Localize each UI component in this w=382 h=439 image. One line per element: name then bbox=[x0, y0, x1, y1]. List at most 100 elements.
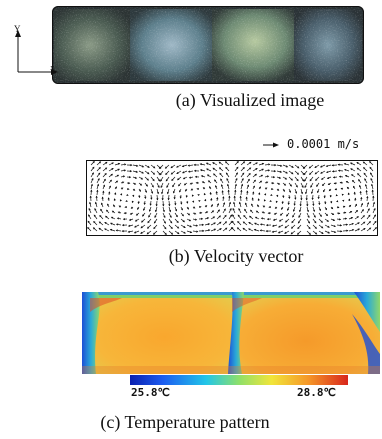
velocity-arrowhead bbox=[371, 183, 374, 186]
velocity-arrowhead bbox=[244, 208, 247, 211]
velocity-arrowhead bbox=[265, 224, 269, 227]
velocity-arrowhead bbox=[323, 196, 326, 199]
velocity-arrowhead bbox=[152, 232, 156, 235]
velocity-arrowhead bbox=[232, 214, 235, 217]
velocity-arrowhead bbox=[271, 224, 275, 227]
velocity-arrowhead bbox=[373, 207, 376, 211]
velocity-arrow bbox=[314, 170, 320, 175]
velocity-arrow bbox=[204, 229, 210, 232]
velocity-arrowhead bbox=[330, 201, 333, 204]
velocity-arrowhead bbox=[244, 202, 247, 205]
velocity-arrowhead bbox=[191, 194, 194, 197]
velocity-arrowhead bbox=[156, 198, 159, 201]
velocity-arrow bbox=[306, 206, 309, 212]
velocity-arrow bbox=[234, 184, 237, 190]
velocity-arrow bbox=[242, 228, 248, 232]
velocity-arrow bbox=[99, 215, 104, 220]
velocity-arrowhead bbox=[208, 229, 211, 232]
velocity-arrow bbox=[371, 184, 374, 190]
velocity-arrowhead bbox=[352, 229, 355, 232]
velocity-arrowhead bbox=[284, 177, 288, 180]
velocity-arrowhead bbox=[117, 211, 120, 214]
velocity-arrow bbox=[357, 173, 362, 178]
velocity-arrowhead bbox=[221, 190, 224, 193]
velocity-arrow bbox=[303, 170, 308, 175]
velocity-arrowhead bbox=[341, 193, 344, 196]
velocity-arrowhead bbox=[146, 226, 150, 229]
velocity-arrowhead bbox=[300, 198, 303, 201]
velocity-arrow bbox=[246, 179, 250, 184]
velocity-arrowhead bbox=[292, 209, 295, 212]
velocity-arrow bbox=[233, 202, 236, 208]
velocity-arrowhead bbox=[261, 211, 264, 214]
velocity-arrowhead bbox=[302, 179, 305, 182]
velocity-arrowhead bbox=[151, 191, 154, 194]
velocity-arrowhead bbox=[121, 229, 124, 233]
velocity-arrow bbox=[244, 209, 248, 214]
velocity-arrowhead bbox=[349, 162, 353, 165]
axes-indicator bbox=[15, 30, 58, 75]
velocity-arrowhead bbox=[346, 186, 350, 190]
velocity-arrowhead bbox=[148, 215, 151, 218]
velocity-arrowhead bbox=[279, 170, 283, 173]
velocity-arrowhead bbox=[176, 172, 179, 174]
velocity-arrowhead bbox=[129, 170, 133, 173]
velocity-arrow bbox=[372, 221, 377, 226]
velocity-arrow bbox=[105, 215, 110, 220]
velocity-arrowhead bbox=[110, 173, 113, 176]
velocity-arrow bbox=[144, 176, 149, 181]
velocity-arrowhead bbox=[87, 220, 90, 223]
velocity-arrow bbox=[278, 224, 284, 228]
velocity-arrowhead bbox=[248, 222, 251, 224]
velocity-arrowhead bbox=[345, 181, 349, 183]
velocity-arrow bbox=[303, 164, 308, 169]
velocity-arrow bbox=[370, 178, 374, 184]
velocity-arrowhead bbox=[128, 182, 131, 185]
velocity-arrowhead bbox=[206, 168, 209, 171]
velocity-arrowhead bbox=[242, 172, 245, 175]
velocity-arrow bbox=[153, 224, 158, 229]
velocity-arrow bbox=[276, 164, 282, 167]
velocity-arrowhead bbox=[261, 168, 264, 171]
velocity-arrow bbox=[114, 163, 120, 166]
velocity-arrowhead bbox=[212, 167, 215, 170]
velocity-arrowhead bbox=[105, 161, 108, 164]
velocity-arrow bbox=[278, 230, 284, 234]
velocity-arrow bbox=[264, 163, 270, 166]
velocity-arrowhead bbox=[204, 198, 207, 202]
velocity-arrowhead bbox=[359, 190, 362, 194]
velocity-arrow bbox=[95, 202, 98, 208]
velocity-arrowhead bbox=[176, 220, 179, 224]
velocity-arrowhead bbox=[187, 164, 190, 167]
velocity-arrowhead bbox=[260, 174, 264, 177]
velocity-arrowhead bbox=[337, 169, 341, 172]
velocity-arrow bbox=[310, 182, 314, 188]
velocity-arrowhead bbox=[327, 225, 330, 228]
velocity-arrowhead bbox=[161, 192, 164, 195]
velocity-arrowhead bbox=[253, 228, 257, 231]
velocity-arrowhead bbox=[314, 166, 317, 168]
velocity-arrowhead bbox=[94, 201, 97, 205]
velocity-arrowhead bbox=[319, 214, 322, 217]
velocity-arrowhead bbox=[103, 178, 106, 181]
velocity-arrowhead bbox=[201, 181, 205, 184]
velocity-arrowhead bbox=[314, 226, 317, 229]
velocity-arrowhead bbox=[343, 163, 346, 166]
velocity-arrow bbox=[354, 222, 360, 226]
velocity-arrowhead bbox=[295, 185, 298, 188]
velocity-arrow bbox=[304, 182, 308, 188]
velocity-arrowhead bbox=[135, 170, 139, 173]
velocity-arrow bbox=[372, 208, 376, 214]
velocity-arrowhead bbox=[92, 227, 96, 230]
velocity-arrow bbox=[300, 194, 302, 200]
velocity-arrow bbox=[294, 182, 298, 188]
velocity-arrowhead bbox=[321, 177, 324, 180]
scale-arrow-icon bbox=[263, 142, 279, 148]
velocity-arrowhead bbox=[275, 200, 278, 204]
velocity-arrow bbox=[168, 224, 173, 229]
velocity-arrow bbox=[320, 170, 326, 174]
velocity-arrowhead bbox=[305, 192, 308, 195]
velocity-arrowhead bbox=[274, 206, 277, 209]
velocity-arrowhead bbox=[123, 212, 126, 215]
velocity-arrow bbox=[369, 161, 374, 166]
